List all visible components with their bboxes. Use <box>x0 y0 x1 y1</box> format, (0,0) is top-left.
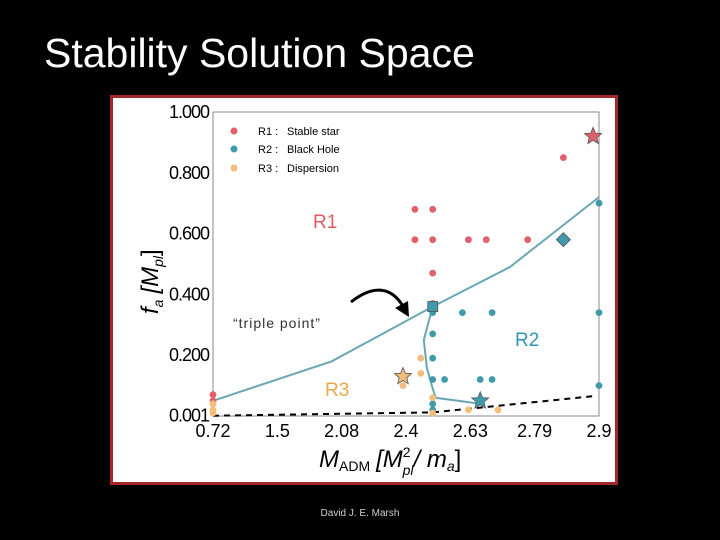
point-r2 <box>595 199 603 207</box>
point-r2 <box>441 376 448 383</box>
x-tick-label: 2.63 <box>453 421 488 441</box>
point-r1 <box>411 205 419 213</box>
x-tick-label: 2.79 <box>517 421 552 441</box>
highlight-star-r1 <box>583 126 603 145</box>
legend-code-r2: R2 : <box>258 144 278 156</box>
region-label-r1: R1 <box>313 212 337 233</box>
point-r1 <box>524 236 532 244</box>
legend-marker-r2 <box>230 145 238 153</box>
point-r2 <box>429 330 437 338</box>
x-tick-labels: 0.72 1.5 2.08 2.4 2.63 2.79 2.9 <box>195 421 611 441</box>
highlighted-points <box>393 126 603 409</box>
legend: R1 : R2 : R3 : Stable star Black Hole Di… <box>230 126 340 175</box>
region-label-r3: R3 <box>325 380 349 401</box>
point-r3 <box>494 406 502 414</box>
region-label-r2: R2 <box>515 330 539 351</box>
x-axis-label-main: M <box>319 446 339 473</box>
x-tick-label: 2.4 <box>393 421 418 441</box>
legend-marker-r3 <box>230 164 238 172</box>
point-r3 <box>399 382 407 389</box>
point-r3 <box>429 409 437 417</box>
legend-code-r1: R1 : <box>258 126 278 138</box>
point-r1 <box>429 236 437 244</box>
point-r1 <box>465 236 472 244</box>
stability-chart: 0.72 1.5 2.08 2.4 2.63 2.79 2.9 1.000 0.800 0.60… <box>137 102 612 478</box>
point-r2 <box>459 309 466 316</box>
y-axis-unit-open: [M <box>137 267 164 295</box>
y-axis-label-sub: a <box>150 299 166 307</box>
legend-name-r1: Stable star <box>287 126 340 138</box>
legend-marker-r1 <box>230 127 238 135</box>
triple-point-arrow <box>350 288 406 309</box>
y-tick-label: 0.200 <box>169 345 210 365</box>
point-r1 <box>560 154 567 161</box>
point-r1 <box>411 236 419 244</box>
y-axis-label-main: f <box>137 305 164 314</box>
x-axis-unit-sub: pl <box>402 462 415 478</box>
point-r2 <box>476 376 484 383</box>
x-tick-label: 1.5 <box>265 421 290 441</box>
plot-area <box>212 111 600 417</box>
point-r3 <box>429 394 437 402</box>
point-r2 <box>429 354 437 362</box>
x-axis-label: MADM [M2 pl/ ma] <box>319 444 461 478</box>
point-r1 <box>429 269 437 277</box>
point-r2 <box>595 382 603 389</box>
point-r3 <box>417 354 425 362</box>
triple-point-label: “triple point” <box>233 315 321 331</box>
figure-frame: 0.72 1.5 2.08 2.4 2.63 2.79 2.9 1.000 0.800 0.60… <box>110 95 618 485</box>
highlight-star-r3 <box>393 366 413 385</box>
point-r2 <box>488 376 496 383</box>
y-tick-label: 0.400 <box>169 284 210 304</box>
point-r3 <box>417 370 425 377</box>
y-tick-label: 1.000 <box>169 102 210 122</box>
x-axis-unit-end: ] <box>455 446 462 473</box>
x-axis-unit-close: / m <box>412 446 447 473</box>
y-tick-label: 0.001 <box>169 406 210 426</box>
slide-title: Stability Solution Space <box>44 30 475 76</box>
point-r3 <box>209 400 217 408</box>
y-axis-unit-close: ] <box>137 249 164 256</box>
point-r2 <box>429 376 437 383</box>
point-r3 <box>465 406 472 414</box>
point-r1 <box>482 236 490 244</box>
y-tick-labels: 1.000 0.800 0.600 0.400 0.200 0.001 <box>169 102 211 426</box>
y-axis-label: fa [Mpl] <box>137 249 166 314</box>
point-r3 <box>209 409 217 417</box>
highlight-diamond-r2 <box>555 232 571 248</box>
point-r2 <box>429 400 437 408</box>
y-tick-label: 0.800 <box>169 163 210 183</box>
y-tick-label: 0.600 <box>169 224 210 244</box>
y-axis-unit-sub: pl <box>150 255 166 268</box>
highlight-square-r2 <box>427 301 439 312</box>
x-axis-unit-open: [M <box>375 446 403 473</box>
point-r1 <box>429 205 437 213</box>
x-tick-label: 2.9 <box>586 421 611 441</box>
x-axis-label-sub: ADM <box>339 458 370 474</box>
x-axis-unit-sup: 2 <box>403 444 411 460</box>
x-tick-label: 2.08 <box>324 421 359 441</box>
data-points <box>209 154 603 417</box>
x-axis-unit-end-sub: a <box>447 458 455 474</box>
point-r2 <box>595 309 603 316</box>
legend-code-r3: R3 : <box>258 163 278 175</box>
point-r2 <box>488 309 496 316</box>
highlight-star-r2 <box>470 390 490 409</box>
legend-name-r2: Black Hole <box>287 144 340 156</box>
footer-author: David J. E. Marsh <box>320 508 400 519</box>
point-r1 <box>209 391 217 399</box>
triple-point-arrowhead <box>395 301 409 317</box>
x-tick-label: 0.72 <box>195 421 230 441</box>
legend-name-r3: Dispersion <box>287 163 339 175</box>
